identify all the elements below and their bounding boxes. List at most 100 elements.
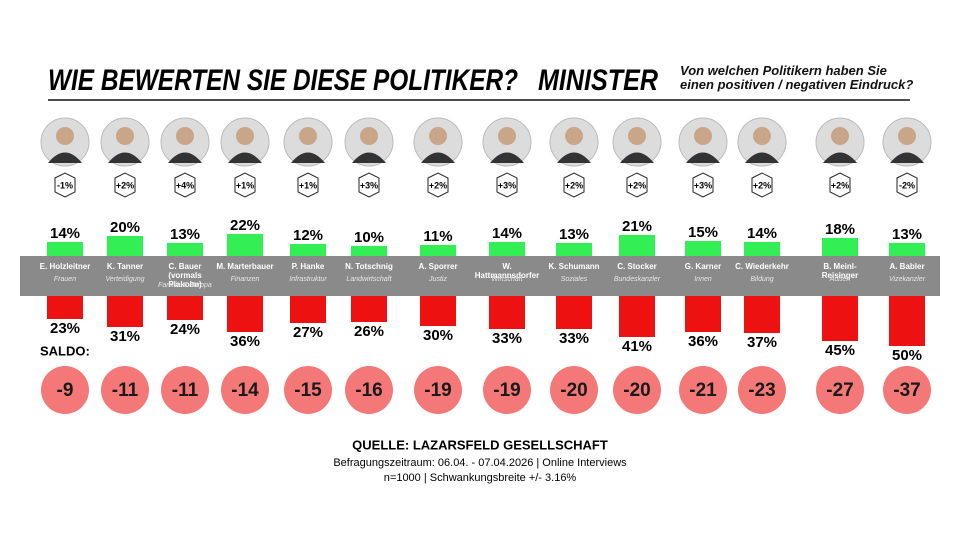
negative-bar <box>47 296 83 319</box>
saldo-value: -15 <box>294 380 322 401</box>
portrait-head <box>429 127 447 145</box>
portrait-body <box>620 152 654 163</box>
politician-name: G. Karner <box>684 262 722 271</box>
portrait-body <box>291 152 325 163</box>
positive-bar <box>227 234 263 256</box>
change-badge <box>751 172 773 198</box>
portrait-head <box>116 127 134 145</box>
positive-label: 18% <box>825 221 855 238</box>
negative-label: 36% <box>230 333 260 350</box>
negative-label: 33% <box>559 330 589 347</box>
change-badge <box>174 172 196 198</box>
portrait-head <box>898 127 916 145</box>
saldo-circle <box>221 366 269 414</box>
portrait-head <box>360 127 378 145</box>
politician-role: Wirtschaft <box>491 276 523 283</box>
negative-bar <box>420 296 456 326</box>
change-badge <box>496 172 518 198</box>
change-badge <box>829 172 851 198</box>
portrait-body <box>823 152 857 163</box>
politician-name: P. Hanke <box>291 262 325 271</box>
politician-name: B. Meinl-Reisinger <box>821 262 859 280</box>
change-badge <box>626 172 648 198</box>
politician-name: C. Bauer (vormals Plakolm) <box>168 262 202 289</box>
saldo-value: -37 <box>893 380 920 401</box>
positive-label: 13% <box>559 226 589 243</box>
positive-bar <box>47 242 83 256</box>
negative-bar <box>744 296 780 333</box>
change-badge <box>358 172 380 198</box>
portrait-head <box>498 127 516 145</box>
portrait-head <box>176 127 194 145</box>
portrait-head <box>628 127 646 145</box>
positive-label: 10% <box>354 229 384 246</box>
change-badge <box>896 172 918 198</box>
politician-name: N. Totschnig <box>345 262 393 271</box>
saldo-value: -14 <box>231 380 259 401</box>
politician-name: C. Stocker <box>617 262 657 271</box>
change-label: +2% <box>753 180 771 190</box>
portrait-body <box>421 152 455 163</box>
saldo-circle <box>483 366 531 414</box>
positive-label: 13% <box>892 226 922 243</box>
politician-name: E. Holzleitner <box>39 262 91 271</box>
negative-label: 30% <box>423 327 453 344</box>
negative-label: 33% <box>492 330 522 347</box>
positive-bar <box>556 243 592 256</box>
saldo-circle <box>550 366 598 414</box>
portrait-body <box>686 152 720 163</box>
positive-bar <box>744 242 780 256</box>
politician-role: Infrastruktur <box>289 276 327 283</box>
saldo-value: -9 <box>57 380 74 401</box>
positive-label: 12% <box>293 227 323 244</box>
politician-role: Landwirtschaft <box>346 276 392 283</box>
politician-name: M. Marterbauer <box>216 262 274 271</box>
saldo-circle <box>816 366 864 414</box>
politician-role: Vizekanzler <box>888 276 926 283</box>
politician-name: A. Babler <box>889 262 925 271</box>
portrait-head <box>299 127 317 145</box>
politician-name: C. Wiederkehr <box>735 262 789 271</box>
positive-bar <box>420 245 456 256</box>
negative-label: 37% <box>747 334 777 351</box>
politician-name: A. Sporrer <box>418 262 458 271</box>
positive-bar <box>290 244 326 256</box>
change-label: +2% <box>831 180 849 190</box>
portrait-head <box>831 127 849 145</box>
politician-name: W. Hattmannsdorfer <box>474 262 540 280</box>
portrait-body <box>168 152 202 163</box>
saldo-circle <box>613 366 661 414</box>
saldo-circle <box>679 366 727 414</box>
change-badge <box>234 172 256 198</box>
portrait-body <box>108 152 142 163</box>
positive-label: 15% <box>688 224 718 241</box>
negative-bar <box>167 296 203 320</box>
politician-role: Verteidigung <box>105 276 145 283</box>
positive-bar <box>107 236 143 256</box>
negative-label: 36% <box>688 333 718 350</box>
politician-name: K. Tanner <box>106 262 144 271</box>
subtitle: Von welchen Politikern haben Sie einen p… <box>680 63 914 92</box>
negative-bar <box>489 296 525 329</box>
portrait-head <box>236 127 254 145</box>
negative-label: 31% <box>110 328 140 345</box>
portrait-body <box>745 152 779 163</box>
positive-label: 20% <box>110 219 140 236</box>
negative-bar <box>290 296 326 323</box>
negative-bar <box>227 296 263 332</box>
positive-bar <box>489 242 525 256</box>
politician-role: Soziales <box>560 276 588 283</box>
saldo-circle <box>345 366 393 414</box>
portrait-head <box>56 127 74 145</box>
change-badge <box>427 172 449 198</box>
change-label: +3% <box>694 180 712 190</box>
change-badge <box>114 172 136 198</box>
portrait-body <box>228 152 262 163</box>
saldo-value: -16 <box>355 380 382 401</box>
negative-bar <box>889 296 925 346</box>
change-label: +2% <box>429 180 447 190</box>
source: QUELLE: LAZARSFELD GESELLSCHAFT <box>352 437 608 452</box>
politician-role: Bildung <box>750 276 774 283</box>
positive-label: 14% <box>492 225 522 242</box>
negative-bar <box>619 296 655 337</box>
